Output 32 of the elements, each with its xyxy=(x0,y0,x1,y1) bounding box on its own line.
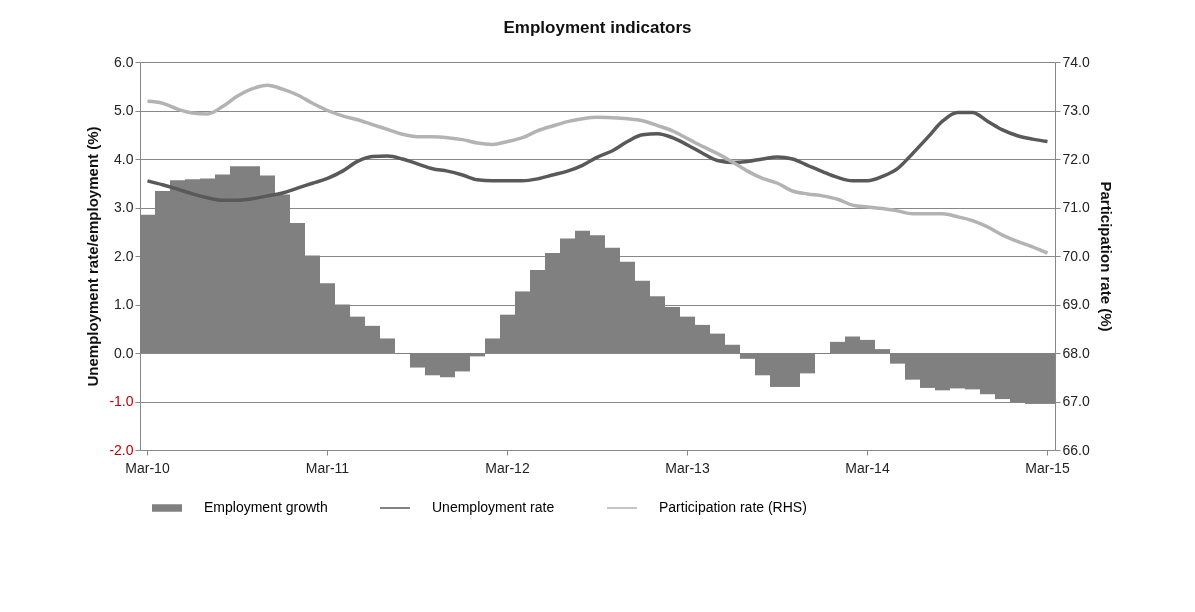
y2-tick-label: 73.0 xyxy=(1062,102,1090,118)
line-series xyxy=(145,110,1050,202)
y-tick-label: 3.0 xyxy=(114,199,134,215)
y-tick-label: 2.0 xyxy=(114,247,134,264)
y2-tick-label: 74.0 xyxy=(1062,53,1090,70)
legend-label: Participation rate (RHS) xyxy=(659,499,807,515)
y-tick-label: 0.0 xyxy=(114,344,134,361)
x-tick-label: Mar-11 xyxy=(305,459,350,476)
y2-tick-label: 68.0 xyxy=(1062,344,1090,361)
y2-tick-label: 71.0 xyxy=(1062,199,1090,215)
legend-label: Employment growth xyxy=(204,499,328,515)
y2-tick-label: 70.0 xyxy=(1062,247,1090,264)
y-tick-label: -2.0 xyxy=(109,441,134,458)
line-series xyxy=(145,83,1050,255)
x-tick-label: Mar-15 xyxy=(1025,459,1070,476)
x-tick-label: Mar-14 xyxy=(845,459,890,476)
y-tick-label: 4.0 xyxy=(114,150,134,167)
y-axis-title: Unemployment rate/employment (%) xyxy=(84,126,102,387)
x-tick-label: Mar-12 xyxy=(485,459,530,476)
y2-tick-label: 67.0 xyxy=(1062,393,1090,409)
y-tick-label: 1.0 xyxy=(114,296,134,312)
x-tick-label: Mar-13 xyxy=(665,459,710,476)
chart-title: Employment indicators xyxy=(503,18,692,37)
x-tick-label: Mar-10 xyxy=(125,459,170,476)
y2-tick-label: 72.0 xyxy=(1062,150,1090,167)
y-tick-label: 6.0 xyxy=(114,53,134,70)
legend-label: Unemployment rate xyxy=(432,499,555,515)
y2-tick-label: 66.0 xyxy=(1062,441,1090,458)
y-tick-label: 5.0 xyxy=(114,102,134,118)
y-tick-label: -1.0 xyxy=(109,393,134,409)
y2-tick-label: 69.0 xyxy=(1062,296,1090,312)
y2-axis-title: Participation rate (%) xyxy=(1097,181,1115,332)
